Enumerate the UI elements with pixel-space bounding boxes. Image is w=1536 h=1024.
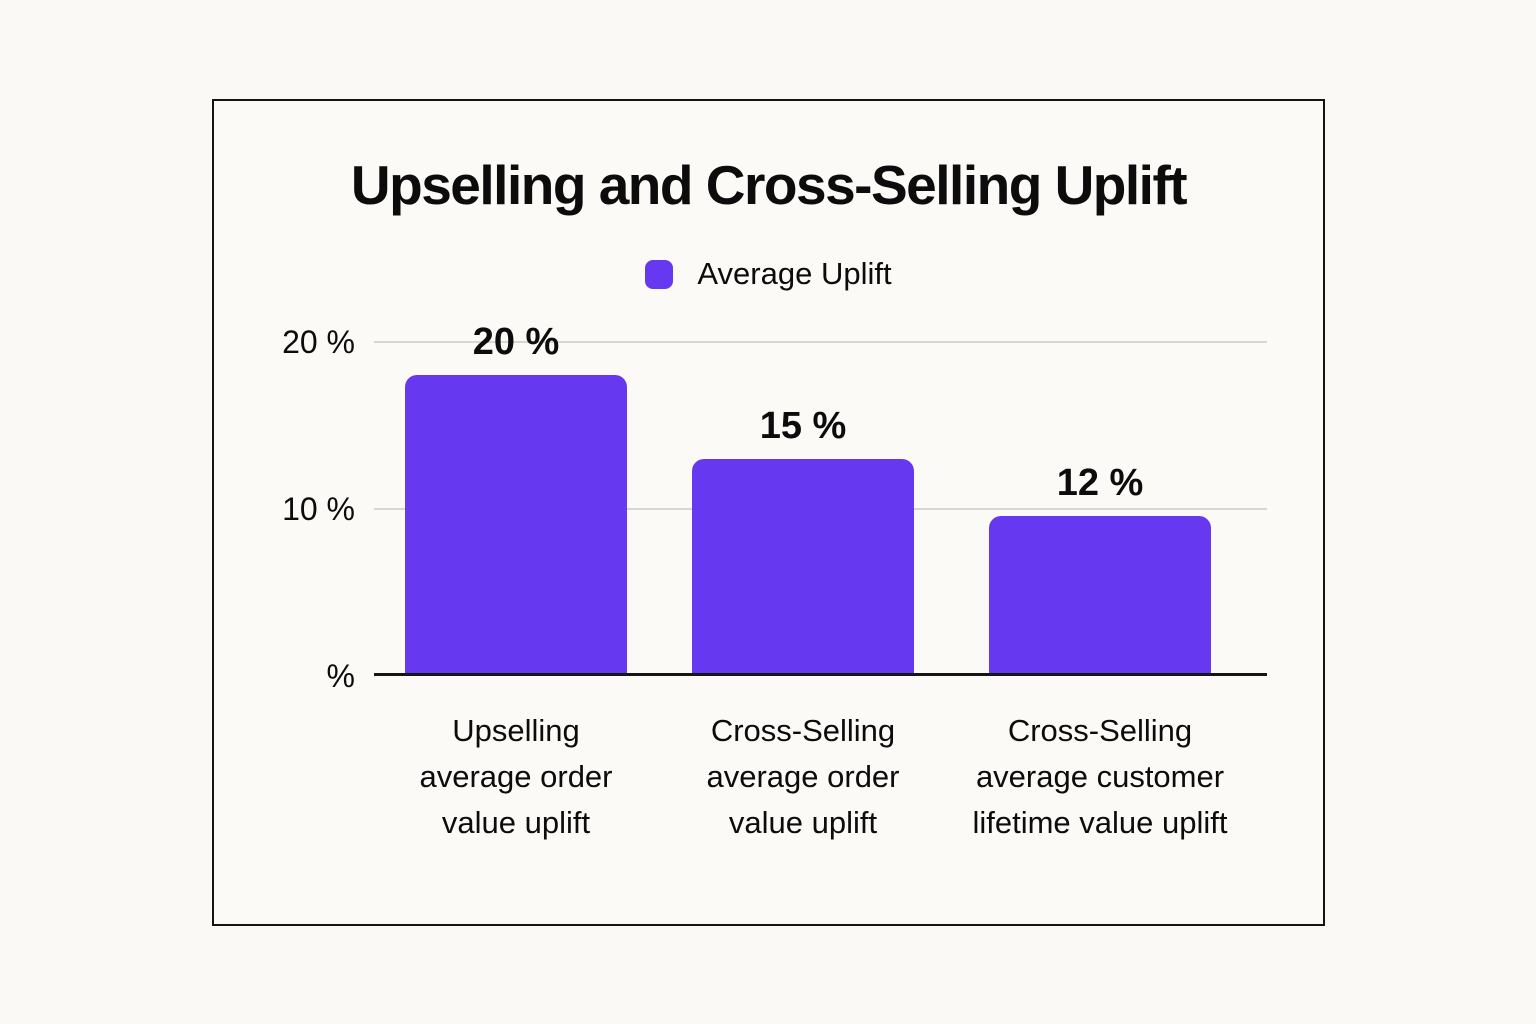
bar-value-label: 12 % xyxy=(1056,462,1144,504)
bar-value-label: 20 % xyxy=(472,321,560,363)
x-axis-line xyxy=(374,673,1267,676)
legend: Average Uplift xyxy=(214,256,1323,292)
y-axis-tick-20: 20 % xyxy=(282,324,355,360)
legend-label: Average Uplift xyxy=(697,256,892,291)
x-axis-category-label: Cross-Selling average customer lifetime … xyxy=(972,713,1228,840)
bar-cross-selling-aov-uplift xyxy=(692,459,914,676)
bar-value-label: 15 % xyxy=(759,405,847,447)
legend-swatch-icon xyxy=(645,259,674,289)
chart-title: Upselling and Cross-Selling Uplift xyxy=(350,154,1188,216)
plot-area: 20 % 15 % 12 % Upselling average order v… xyxy=(374,321,1267,840)
x-axis-category-label: Cross-Selling average order value uplift xyxy=(706,713,900,840)
y-axis-tick-10: 10 % xyxy=(282,491,355,527)
chart-frame: Upselling and Cross-Selling Uplift Avera… xyxy=(212,99,1325,926)
bar-upselling-aov-uplift xyxy=(405,375,627,676)
x-axis-category-label: Upselling average order value uplift xyxy=(419,713,613,840)
gridline-20pct xyxy=(374,341,1267,343)
bar-cross-selling-clv-uplift xyxy=(989,516,1211,676)
y-axis-tick-0: % xyxy=(326,658,355,694)
